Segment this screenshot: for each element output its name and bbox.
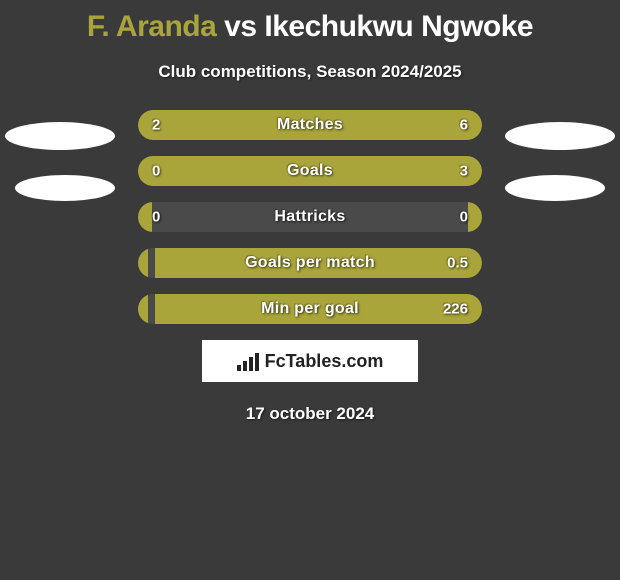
stat-value-right: 0 bbox=[460, 209, 468, 226]
stat-label: Matches bbox=[277, 116, 343, 134]
stat-label: Min per goal bbox=[261, 300, 359, 318]
bar-fill-left bbox=[138, 202, 152, 232]
player2-name: Ikechukwu Ngwoke bbox=[264, 10, 533, 43]
stat-bar: Min per goal 226 bbox=[138, 294, 482, 324]
stat-value-right: 3 bbox=[460, 163, 468, 180]
stat-label: Goals per match bbox=[245, 254, 375, 272]
logo-box: FcTables.com bbox=[202, 340, 418, 382]
stat-value-left: 0 bbox=[152, 209, 160, 226]
stat-value-right: 0.5 bbox=[447, 255, 468, 272]
player1-name: F. Aranda bbox=[87, 10, 216, 43]
chart-area: 2 Matches 6 0 Goals 3 0 Hattricks 0 Goals per mat… bbox=[0, 110, 620, 324]
stat-value-right: 226 bbox=[443, 301, 468, 318]
bars-container: 2 Matches 6 0 Goals 3 0 Hattricks 0 Goals per mat… bbox=[138, 110, 482, 324]
bar-fill-right bbox=[224, 110, 482, 140]
stat-value-left: 0 bbox=[152, 163, 160, 180]
stat-bar: 0 Hattricks 0 bbox=[138, 202, 482, 232]
stat-value-right: 6 bbox=[460, 117, 468, 134]
bar-fill-left bbox=[138, 156, 152, 186]
stat-label: Hattricks bbox=[274, 208, 345, 226]
stat-bar: Goals per match 0.5 bbox=[138, 248, 482, 278]
stat-label: Goals bbox=[287, 162, 333, 180]
logo-text: FcTables.com bbox=[265, 351, 384, 372]
bar-fill-right bbox=[468, 202, 482, 232]
stat-bar: 2 Matches 6 bbox=[138, 110, 482, 140]
date-text: 17 october 2024 bbox=[0, 404, 620, 424]
bar-fill-left bbox=[138, 294, 148, 324]
vs-text: vs bbox=[224, 10, 256, 43]
stat-bar: 0 Goals 3 bbox=[138, 156, 482, 186]
stat-value-left: 2 bbox=[152, 117, 160, 134]
comparison-title: F. Aranda vs Ikechukwu Ngwoke bbox=[0, 0, 620, 44]
bar-fill-left bbox=[138, 248, 148, 278]
bar-chart-icon bbox=[237, 351, 259, 371]
bar-fill-left bbox=[138, 110, 224, 140]
season-subtitle: Club competitions, Season 2024/2025 bbox=[0, 62, 620, 82]
